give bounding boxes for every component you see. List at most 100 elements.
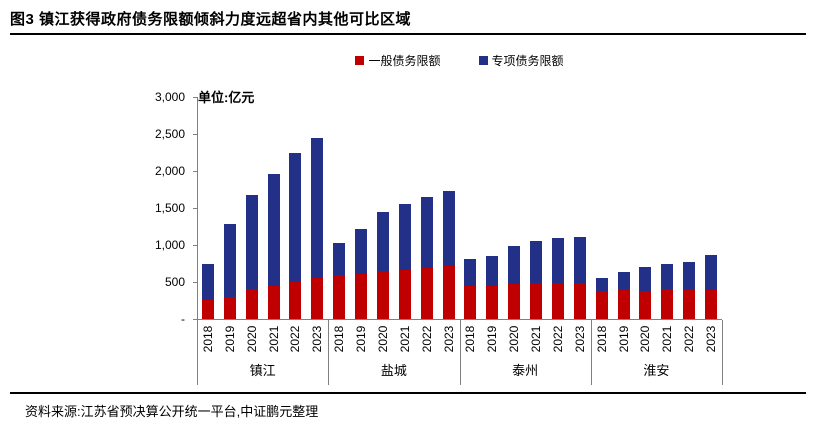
x-axis-year-label: 2023 bbox=[572, 325, 587, 353]
category-divider bbox=[459, 320, 461, 385]
x-axis-year-label: 2019 bbox=[222, 325, 237, 353]
legend-item-general: 一般债务限额 bbox=[355, 52, 441, 69]
bar-segment-special-yancheng-2018 bbox=[333, 242, 346, 275]
bar-segment-special-zhenjiang-2022 bbox=[289, 152, 302, 282]
bar-zhenjiang-2022 bbox=[289, 152, 302, 319]
legend-swatch-special bbox=[478, 56, 488, 65]
bar-taizhou-2020 bbox=[508, 245, 521, 319]
bar-zhenjiang-2018 bbox=[201, 264, 214, 319]
category-divider bbox=[722, 320, 723, 385]
bar-zhenjiang-2021 bbox=[267, 173, 280, 319]
footer-divider-line bbox=[10, 392, 806, 394]
y-axis-label: 2,000 bbox=[154, 164, 185, 178]
bar-segment-special-taizhou-2021 bbox=[530, 241, 543, 283]
x-axis-city-label: 泰州 bbox=[512, 363, 539, 378]
legend-swatch-general bbox=[355, 56, 365, 65]
y-axis-tick bbox=[193, 171, 197, 172]
bar-segment-special-huaian-2023 bbox=[705, 254, 718, 291]
bar-segment-general-huaian-2023 bbox=[705, 290, 718, 319]
bar-yancheng-2020 bbox=[376, 211, 389, 319]
unit-label: 单位:亿元 bbox=[198, 90, 255, 105]
bar-zhenjiang-2020 bbox=[245, 195, 258, 319]
x-axis-year-label: 2021 bbox=[397, 325, 412, 353]
bar-zhenjiang-2019 bbox=[223, 224, 236, 319]
bar-yancheng-2019 bbox=[355, 228, 368, 319]
bar-segment-general-huaian-2018 bbox=[595, 291, 608, 319]
bar-segment-special-yancheng-2023 bbox=[442, 190, 455, 267]
y-axis-tick bbox=[193, 134, 197, 135]
x-axis-year-label: 2021 bbox=[266, 325, 281, 353]
y-axis-label: 1,500 bbox=[154, 201, 185, 215]
bar-segment-general-yancheng-2022 bbox=[420, 267, 433, 319]
bar-segment-general-yancheng-2018 bbox=[333, 274, 346, 319]
bar-segment-general-zhenjiang-2023 bbox=[311, 278, 324, 319]
x-axis-year-label: 2023 bbox=[441, 325, 456, 353]
bar-segment-special-taizhou-2020 bbox=[508, 245, 521, 285]
x-axis-year-label: 2020 bbox=[638, 325, 653, 353]
bar-taizhou-2019 bbox=[486, 256, 499, 319]
title-divider-line bbox=[10, 33, 806, 35]
bar-segment-special-taizhou-2023 bbox=[573, 237, 586, 284]
source-note: 资料来源:江苏省预决算公开统一平台,中证鹏元整理 bbox=[25, 404, 319, 419]
y-axis-label: 3,000 bbox=[154, 90, 185, 104]
x-axis-year-label: 2018 bbox=[463, 325, 478, 353]
y-axis-tick bbox=[193, 245, 197, 246]
x-axis-year-label: 2018 bbox=[200, 325, 215, 353]
category-divider bbox=[328, 320, 330, 385]
bar-segment-general-taizhou-2019 bbox=[486, 285, 499, 319]
bar-segment-general-zhenjiang-2020 bbox=[245, 289, 258, 319]
y-axis-tick bbox=[193, 282, 197, 283]
bar-segment-special-yancheng-2019 bbox=[355, 228, 368, 274]
bar-segment-special-zhenjiang-2018 bbox=[201, 264, 214, 300]
bar-segment-general-zhenjiang-2022 bbox=[289, 281, 302, 319]
bar-segment-general-taizhou-2021 bbox=[530, 282, 543, 319]
y-axis-label: - bbox=[181, 312, 185, 326]
bar-segment-general-taizhou-2023 bbox=[573, 283, 586, 319]
x-axis-year-label: 2019 bbox=[616, 325, 631, 353]
bar-segment-general-taizhou-2022 bbox=[551, 282, 564, 319]
x-axis-year-label: 2021 bbox=[529, 325, 544, 353]
bar-segment-special-zhenjiang-2020 bbox=[245, 195, 258, 290]
figure-title: 图3 镇江获得政府债务限额倾斜力度远超省内其他可比区域 bbox=[10, 11, 412, 28]
bar-yancheng-2021 bbox=[398, 204, 411, 319]
bar-segment-special-zhenjiang-2021 bbox=[267, 173, 280, 286]
y-axis-label: 1,000 bbox=[154, 238, 185, 252]
bar-zhenjiang-2023 bbox=[311, 137, 324, 319]
bar-yancheng-2018 bbox=[333, 242, 346, 319]
bar-segment-general-zhenjiang-2018 bbox=[201, 299, 214, 319]
x-axis-year-label: 2019 bbox=[354, 325, 369, 353]
bar-huaian-2021 bbox=[661, 263, 674, 319]
bar-segment-general-yancheng-2020 bbox=[376, 270, 389, 319]
legend-label-general: 一般债务限额 bbox=[368, 54, 441, 68]
y-axis-label: 500 bbox=[164, 275, 185, 289]
bar-segment-special-huaian-2021 bbox=[661, 263, 674, 290]
x-axis-year-label: 2018 bbox=[332, 325, 347, 353]
bar-yancheng-2023 bbox=[442, 190, 455, 319]
chart-legend: 一般债务限额 专项债务限额 bbox=[197, 52, 722, 69]
bar-huaian-2018 bbox=[595, 277, 608, 319]
x-axis-city-label: 淮安 bbox=[643, 363, 670, 378]
bar-segment-general-huaian-2022 bbox=[683, 288, 696, 319]
x-axis-baseline bbox=[197, 319, 722, 320]
bar-taizhou-2022 bbox=[551, 238, 564, 319]
bar-taizhou-2018 bbox=[464, 259, 477, 319]
category-divider bbox=[590, 320, 592, 385]
bar-segment-special-yancheng-2021 bbox=[398, 204, 411, 270]
bar-segment-special-yancheng-2022 bbox=[420, 197, 433, 268]
x-axis-city-label: 镇江 bbox=[249, 363, 276, 378]
y-axis-tick bbox=[193, 208, 197, 209]
bar-huaian-2019 bbox=[617, 272, 630, 319]
x-axis-year-label: 2022 bbox=[550, 325, 565, 353]
bar-taizhou-2021 bbox=[530, 241, 543, 319]
bar-segment-general-huaian-2019 bbox=[617, 290, 630, 319]
x-axis-year-label: 2022 bbox=[419, 325, 434, 353]
bar-huaian-2022 bbox=[683, 262, 696, 319]
y-axis-label: 2,500 bbox=[154, 127, 185, 141]
bar-segment-general-huaian-2021 bbox=[661, 289, 674, 319]
category-divider bbox=[197, 320, 198, 385]
bar-segment-general-yancheng-2023 bbox=[442, 266, 455, 319]
bar-segment-general-yancheng-2021 bbox=[398, 269, 411, 319]
x-axis-year-label: 2021 bbox=[660, 325, 675, 353]
bar-huaian-2020 bbox=[639, 266, 652, 319]
bar-segment-special-huaian-2022 bbox=[683, 262, 696, 289]
